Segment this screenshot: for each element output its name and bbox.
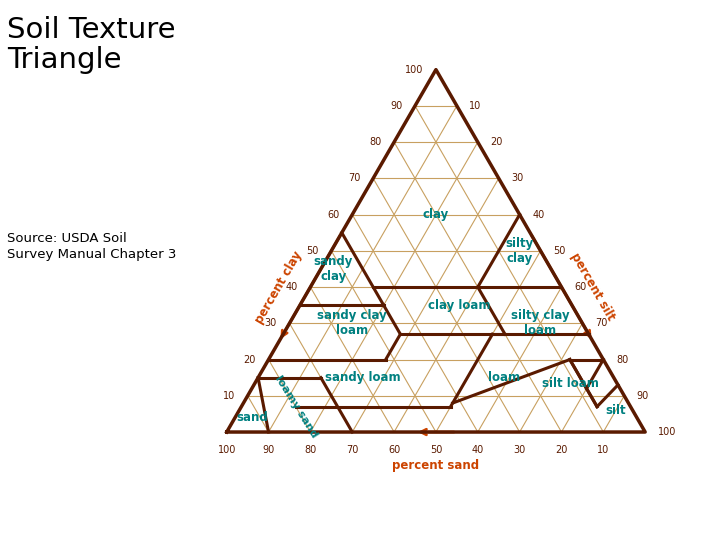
Text: sandy
clay: sandy clay	[314, 255, 353, 283]
Text: Source: USDA Soil
Survey Manual Chapter 3: Source: USDA Soil Survey Manual Chapter …	[7, 232, 176, 261]
Text: 30: 30	[513, 444, 526, 455]
Text: 40: 40	[286, 282, 298, 292]
Text: 10: 10	[222, 391, 235, 401]
Text: 70: 70	[595, 318, 608, 328]
Text: 70: 70	[348, 173, 361, 184]
Text: 50: 50	[553, 246, 565, 256]
Text: 30: 30	[265, 318, 277, 328]
Text: 30: 30	[511, 173, 523, 184]
Text: 50: 50	[430, 444, 442, 455]
Text: 90: 90	[262, 444, 274, 455]
Text: 60: 60	[328, 210, 340, 220]
Text: silt loam: silt loam	[542, 377, 599, 390]
Text: silt: silt	[606, 404, 626, 417]
Text: 40: 40	[472, 444, 484, 455]
Text: 10: 10	[469, 101, 482, 111]
Text: 100: 100	[217, 444, 236, 455]
Text: 90: 90	[636, 391, 649, 401]
Text: percent silt: percent silt	[568, 251, 618, 323]
Text: clay loam: clay loam	[428, 299, 490, 312]
Text: percent clay: percent clay	[253, 248, 305, 326]
Text: 40: 40	[532, 210, 544, 220]
Text: 80: 80	[616, 355, 628, 365]
Text: 90: 90	[390, 101, 402, 111]
Text: sandy clay
loam: sandy clay loam	[318, 309, 387, 338]
Text: silty clay
loam: silty clay loam	[511, 309, 570, 338]
Text: 50: 50	[307, 246, 319, 256]
Text: loam: loam	[488, 371, 520, 384]
Text: 20: 20	[555, 444, 567, 455]
Text: loamy sand: loamy sand	[273, 374, 319, 440]
Text: sandy loam: sandy loam	[325, 371, 400, 384]
Text: clay: clay	[423, 208, 449, 221]
Text: 10: 10	[597, 444, 609, 455]
Text: 100: 100	[658, 427, 676, 437]
Text: 100: 100	[405, 65, 423, 75]
Text: percent sand: percent sand	[392, 459, 480, 472]
Text: 80: 80	[369, 137, 382, 147]
Text: 60: 60	[388, 444, 400, 455]
Text: 80: 80	[305, 444, 317, 455]
Text: 70: 70	[346, 444, 359, 455]
Text: silty
clay: silty clay	[505, 237, 534, 265]
Text: 20: 20	[243, 355, 256, 365]
Text: sand: sand	[236, 411, 268, 424]
Text: 60: 60	[574, 282, 586, 292]
Text: 20: 20	[490, 137, 503, 147]
Text: Soil Texture
Triangle: Soil Texture Triangle	[7, 16, 176, 75]
